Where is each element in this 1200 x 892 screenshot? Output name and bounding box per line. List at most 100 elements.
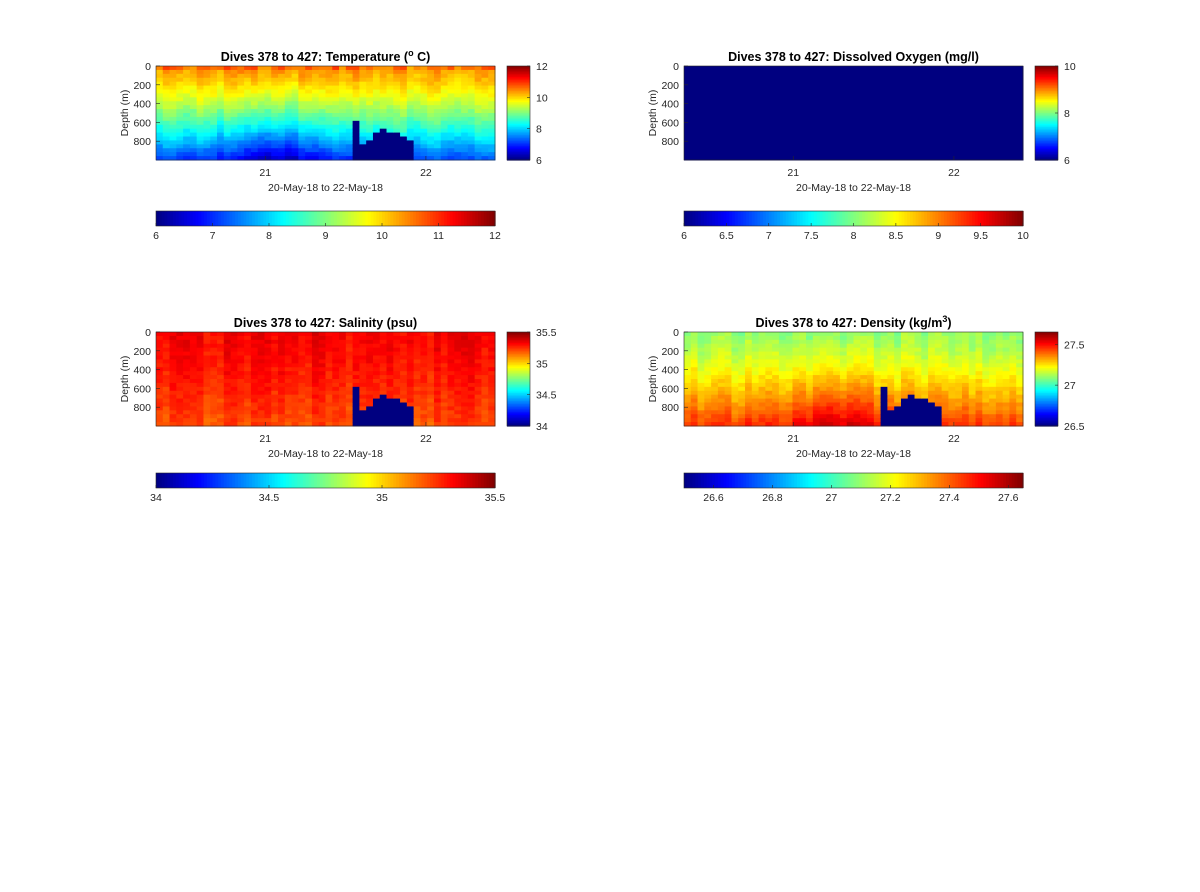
oxygen-cell <box>772 78 779 82</box>
temperature-cell <box>251 117 258 121</box>
oxygen-cell <box>847 105 854 109</box>
oxygen-cell <box>799 144 806 148</box>
oxygen-cell <box>935 105 942 109</box>
temperature-cell <box>387 125 394 129</box>
density-cell <box>759 410 766 414</box>
density-cell <box>786 336 793 340</box>
density-cell <box>731 383 738 387</box>
oxygen-cell <box>948 70 955 74</box>
salinity-cell <box>387 348 394 352</box>
temperature-hcolorbar-tick-label: 11 <box>433 230 444 242</box>
oxygen-cell <box>718 152 725 156</box>
temperature-cell <box>231 70 238 74</box>
salinity-cell <box>481 379 488 383</box>
temperature-cell <box>332 148 339 152</box>
oxygen-cell <box>806 105 813 109</box>
salinity-cell <box>393 332 400 336</box>
salinity-cell <box>461 379 468 383</box>
salinity-cell <box>312 391 319 395</box>
temperature-cell <box>454 74 461 78</box>
salinity-cell <box>312 371 319 375</box>
oxygen-cell <box>691 70 698 74</box>
temperature-cell <box>224 66 231 70</box>
salinity-cell <box>183 340 190 344</box>
temperature-cell <box>373 152 380 156</box>
salinity-cell <box>203 403 210 407</box>
oxygen-cell <box>955 70 962 74</box>
density-cell <box>840 383 847 387</box>
salinity-cell <box>448 414 455 418</box>
salinity-cell <box>285 379 292 383</box>
salinity-cell <box>387 356 394 360</box>
salinity-cell <box>237 399 244 403</box>
temperature-cell <box>366 82 373 86</box>
oxygen-cell <box>813 78 820 82</box>
oxygen-cell <box>874 148 881 152</box>
oxygen-cell <box>820 82 827 86</box>
salinity-cell <box>488 352 495 356</box>
temperature-cell <box>407 129 414 133</box>
oxygen-cell <box>908 70 915 74</box>
salinity-cell <box>387 367 394 371</box>
salinity-cell <box>346 387 353 391</box>
density-cell <box>881 383 888 387</box>
temperature-cell <box>278 125 285 129</box>
oxygen-cell <box>792 140 799 144</box>
oxygen-cell <box>915 144 922 148</box>
salinity-cell <box>285 363 292 367</box>
salinity-cell <box>366 336 373 340</box>
density-cell <box>806 344 813 348</box>
temperature-cell <box>319 113 326 117</box>
salinity-cell <box>475 391 482 395</box>
temperature-cell <box>434 109 441 113</box>
temperature-cell <box>353 148 360 152</box>
oxygen-cell <box>881 148 888 152</box>
density-cell <box>840 418 847 422</box>
temperature-cell <box>312 148 319 152</box>
density-cell <box>779 387 786 391</box>
oxygen-cell <box>887 86 894 90</box>
salinity-cell <box>488 367 495 371</box>
density-cell <box>711 336 718 340</box>
density-cell <box>806 395 813 399</box>
density-cell <box>731 363 738 367</box>
oxygen-cell <box>779 125 786 129</box>
temperature-cell <box>461 129 468 133</box>
salinity-cell <box>441 410 448 414</box>
density-cell <box>765 356 772 360</box>
salinity-cell <box>366 371 373 375</box>
temperature-cell <box>359 90 366 94</box>
oxygen-cell <box>759 137 766 141</box>
oxygen-cell <box>1003 137 1010 141</box>
oxygen-cell <box>1009 144 1016 148</box>
salinity-cell <box>359 359 366 363</box>
temperature-cell <box>156 137 163 141</box>
temperature-cell <box>332 70 339 74</box>
salinity-cell <box>237 406 244 410</box>
salinity-cell <box>183 410 190 414</box>
oxygen-cell <box>786 121 793 125</box>
temperature-cell <box>414 137 421 141</box>
temperature-cell <box>190 129 197 133</box>
temperature-cell <box>393 117 400 121</box>
oxygen-cell <box>813 152 820 156</box>
temperature-cell <box>373 113 380 117</box>
temperature-cell <box>448 97 455 101</box>
oxygen-cell <box>826 97 833 101</box>
oxygen-cell <box>915 90 922 94</box>
density-cell <box>847 332 854 336</box>
density-cell <box>704 387 711 391</box>
oxygen-cell <box>854 148 861 152</box>
salinity-cell <box>420 410 427 414</box>
density-cell <box>731 391 738 395</box>
salinity-cell <box>319 387 326 391</box>
temperature-cell <box>373 78 380 82</box>
salinity-cell <box>420 332 427 336</box>
temperature-cell <box>312 137 319 141</box>
oxygen-cell <box>698 117 705 121</box>
temperature-cell <box>312 66 319 70</box>
salinity-cell <box>434 363 441 367</box>
salinity-cell <box>264 414 271 418</box>
temperature-cell <box>170 74 177 78</box>
density-cell <box>874 367 881 371</box>
